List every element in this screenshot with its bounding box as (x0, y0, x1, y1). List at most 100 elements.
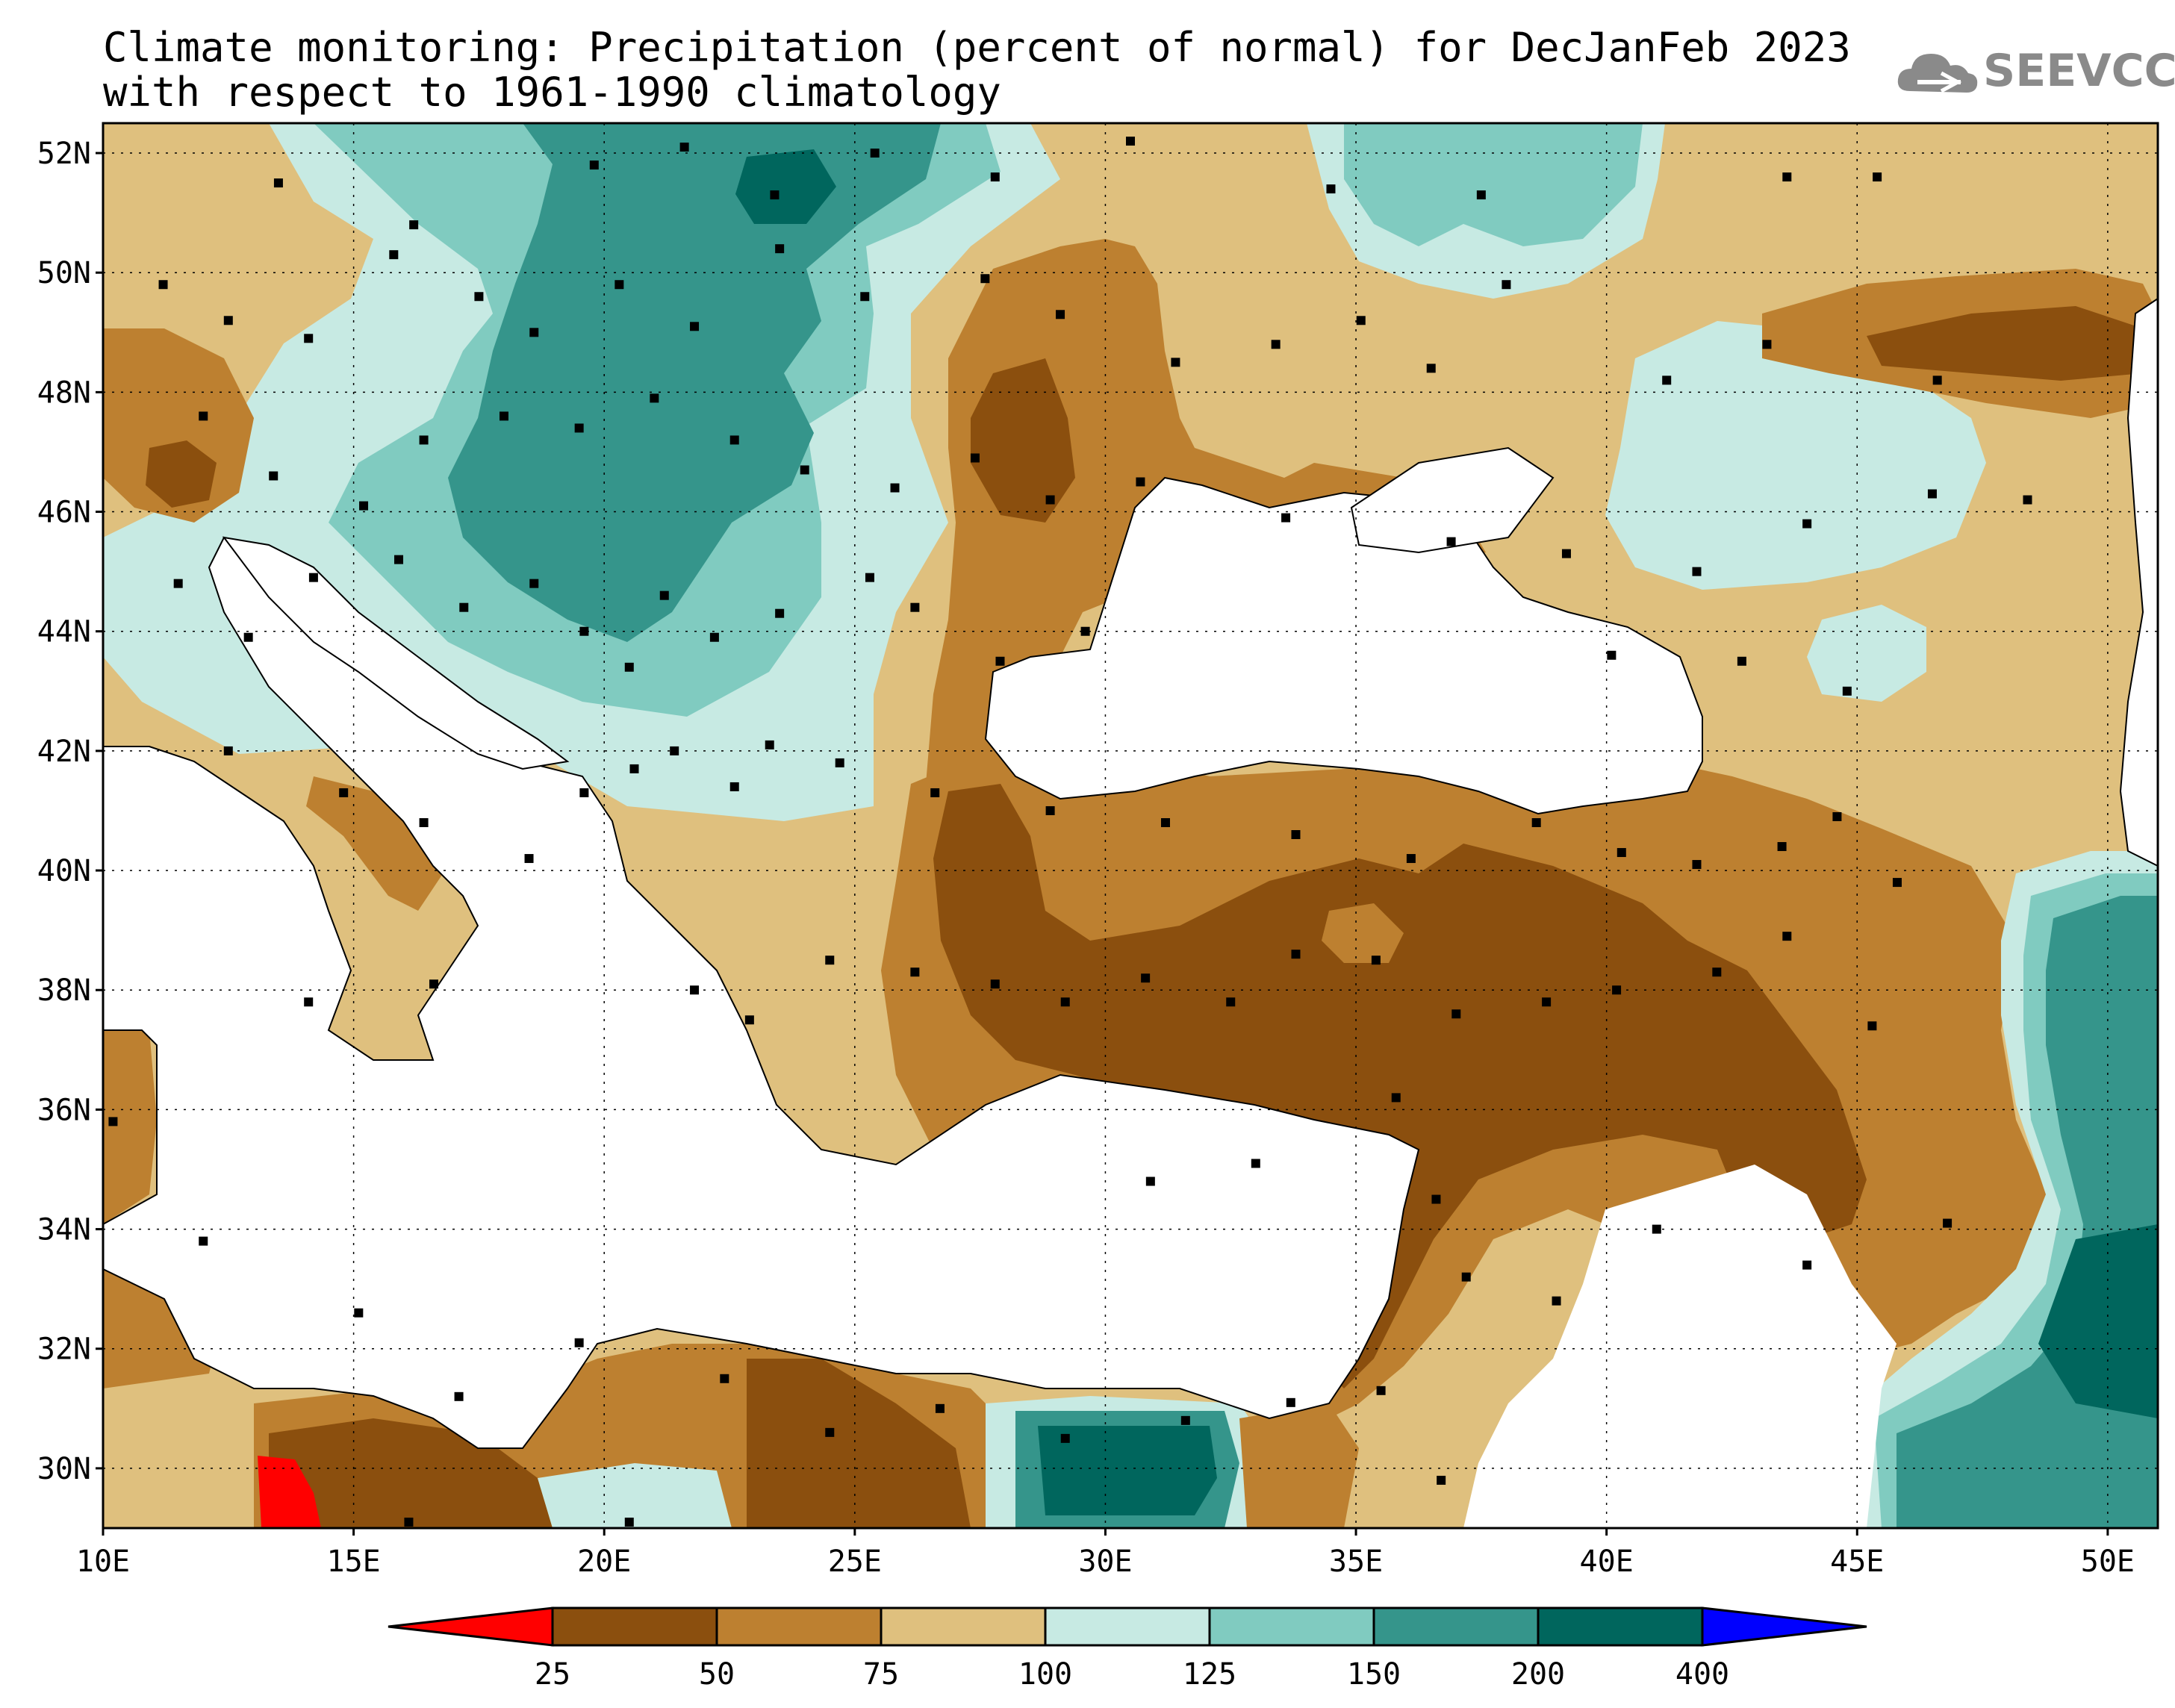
station-marker (304, 334, 314, 343)
station-marker (670, 746, 679, 755)
graticule (103, 123, 2158, 1528)
colorbar-label: 25 (535, 1657, 570, 1692)
station-marker (990, 979, 1000, 989)
station-marker (765, 740, 774, 749)
chart-title: Climate monitoring: Precipitation (perce… (103, 24, 1851, 71)
station-marker (1356, 316, 1366, 325)
station-marker (1617, 848, 1626, 858)
colorbar-label: 75 (863, 1657, 899, 1692)
station-marker (359, 501, 369, 511)
station-marker (1867, 1021, 1877, 1031)
colorbar-segment (715, 1606, 883, 1647)
station-marker (1056, 310, 1065, 320)
y-tick-label: 32N (37, 1333, 91, 1367)
colorbar-segment (1372, 1606, 1540, 1647)
colorbar: 25 50 75 100 125 150 200 400 (388, 1606, 1867, 1692)
station-marker (930, 788, 940, 797)
x-tick-label: 30E (1078, 1545, 1132, 1579)
colorbar-label: 150 (1347, 1657, 1401, 1692)
station-marker (910, 967, 920, 977)
station-marker (990, 172, 1000, 182)
station-marker (709, 632, 719, 642)
station-marker (1451, 1009, 1461, 1019)
station-marker (1045, 495, 1055, 505)
field-200-400-egypt (1038, 1426, 1217, 1515)
station-marker (1226, 997, 1236, 1007)
field-50-75-italy (103, 328, 254, 523)
station-marker (304, 997, 314, 1007)
x-tick-label: 50E (2081, 1545, 2135, 1579)
colorbar-segment (880, 1606, 1047, 1647)
colorbar-label: 100 (1018, 1657, 1072, 1692)
station-marker (1561, 549, 1571, 558)
station-marker (1892, 878, 1902, 888)
station-marker (729, 782, 739, 791)
station-marker (1762, 340, 1772, 349)
y-tick-label: 46N (37, 496, 91, 530)
station-marker (199, 411, 208, 421)
station-marker (1281, 513, 1291, 523)
station-marker (1291, 830, 1301, 840)
field-below-25-libya (258, 1456, 321, 1528)
station-marker (1060, 997, 1070, 1007)
station-marker (529, 328, 539, 337)
colorbar-segment (551, 1606, 718, 1647)
station-marker (1045, 805, 1055, 815)
field-25-50-east-europe (971, 358, 1075, 523)
colorbar-segment (1044, 1606, 1211, 1647)
chart-subtitle: with respect to 1961-1990 climatology (103, 69, 1001, 116)
station-marker (579, 788, 589, 797)
station-marker (1431, 1194, 1441, 1204)
station-marker (624, 662, 634, 672)
station-marker (629, 764, 639, 773)
station-marker (158, 280, 168, 290)
station-marker (935, 1403, 945, 1413)
station-marker (339, 788, 349, 797)
field-25-50-italy (146, 440, 217, 508)
station-marker (1542, 997, 1552, 1007)
station-marker (574, 423, 584, 433)
station-marker (1782, 932, 1792, 941)
field-100-125-libya (538, 1463, 732, 1528)
station-marker (1326, 184, 1336, 194)
x-tick-label: 35E (1329, 1545, 1383, 1579)
colorbar-label: 400 (1675, 1657, 1729, 1692)
station-marker (1126, 137, 1135, 146)
colorbar-segment (1537, 1606, 1704, 1647)
station-marker (223, 746, 233, 755)
station-marker (529, 579, 539, 588)
azov-sea (1350, 446, 1555, 554)
colorbar-extend-high (1701, 1606, 1867, 1647)
station-marker (1171, 358, 1180, 367)
y-tick-label: 50N (37, 256, 91, 290)
station-marker (1873, 172, 1882, 182)
station-marker (1251, 1159, 1260, 1168)
field-25-50-egypt (747, 1359, 971, 1528)
station-marker (1437, 1475, 1446, 1485)
y-tick-label: 30N (37, 1452, 91, 1486)
station-marker (429, 979, 439, 989)
station-marker (308, 573, 318, 582)
station-marker (1291, 950, 1301, 959)
field-100-125-east (1605, 321, 1986, 590)
station-marker (1141, 973, 1151, 983)
station-marker (354, 1308, 364, 1318)
field-25-50-ne (1867, 306, 2143, 381)
mediterranean-sea (103, 536, 1420, 1449)
field-50-75-italy-south (306, 776, 448, 911)
field-200-400-caspian (2038, 1224, 2158, 1418)
station-marker (1426, 364, 1436, 373)
field-50-75-west (103, 1030, 157, 1224)
x-tick-label: 40E (1580, 1545, 1634, 1579)
station-marker (870, 149, 880, 158)
station-marker (865, 573, 874, 582)
caspian-sea (2119, 297, 2158, 867)
station-marker (199, 1236, 208, 1246)
station-marker (1371, 956, 1381, 965)
station-marker (800, 465, 809, 475)
station-marker (970, 453, 980, 463)
colorbar-extend-low (388, 1606, 554, 1647)
station-marker (1932, 375, 1942, 385)
black-sea (984, 476, 1703, 815)
station-marker (1531, 817, 1541, 827)
